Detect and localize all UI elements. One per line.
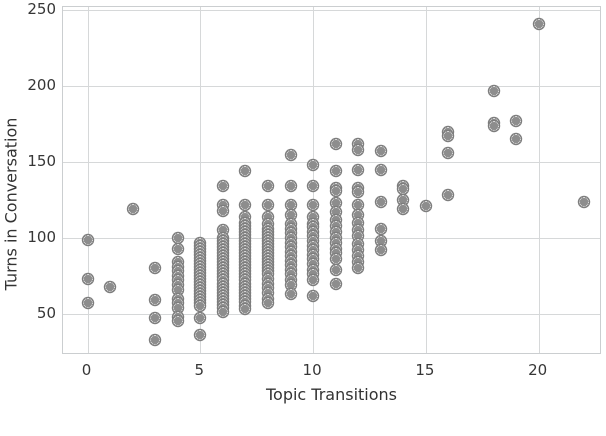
- gridline-x-10: [313, 7, 315, 353]
- data-point: [330, 166, 341, 177]
- gridline-x-0: [87, 7, 89, 353]
- data-point: [150, 334, 161, 345]
- gridline-y-50: [63, 313, 600, 315]
- data-point: [330, 254, 341, 265]
- data-point: [375, 146, 386, 157]
- data-point: [82, 234, 93, 245]
- data-point: [308, 181, 319, 192]
- data-point: [375, 164, 386, 175]
- data-point: [150, 295, 161, 306]
- gridline-y-200: [63, 86, 600, 88]
- data-point: [285, 289, 296, 300]
- plot-area: [62, 6, 601, 354]
- data-point: [330, 278, 341, 289]
- data-point: [443, 147, 454, 158]
- y-tick-label-50: 50: [36, 303, 56, 322]
- y-tick-label-100: 100: [27, 227, 56, 246]
- data-point: [217, 181, 228, 192]
- y-tick-label-250: 250: [27, 0, 56, 19]
- data-point: [330, 138, 341, 149]
- data-point: [263, 298, 273, 309]
- data-point: [488, 120, 499, 131]
- y-tick-label-200: 200: [27, 76, 56, 95]
- gridline-x-20: [538, 7, 540, 353]
- data-point: [353, 199, 364, 210]
- data-point: [195, 313, 206, 324]
- data-point: [150, 263, 161, 274]
- data-point: [578, 196, 589, 207]
- data-point: [375, 245, 386, 256]
- data-point: [127, 204, 138, 215]
- data-point: [285, 199, 296, 210]
- data-point: [398, 184, 409, 195]
- data-point: [105, 281, 116, 292]
- y-axis-title: Turns in Conversation: [1, 117, 21, 291]
- data-point: [533, 18, 544, 29]
- y-tick-label-150: 150: [27, 152, 56, 171]
- data-point: [511, 134, 522, 145]
- x-axis-title: Topic Transitions: [265, 385, 398, 404]
- gridline-x-5: [200, 7, 202, 353]
- data-point: [308, 199, 319, 210]
- data-point: [308, 275, 319, 286]
- data-point: [285, 181, 296, 192]
- data-point: [195, 301, 206, 312]
- data-point: [172, 232, 183, 243]
- data-point: [353, 187, 364, 198]
- data-point: [195, 330, 206, 341]
- gridline-x-15: [425, 7, 427, 353]
- data-point: [330, 264, 341, 275]
- x-tick-label-15: 15: [415, 361, 435, 379]
- data-point: [263, 199, 273, 210]
- data-point: [353, 263, 364, 274]
- data-point: [488, 85, 499, 96]
- data-point: [82, 298, 93, 309]
- data-point: [420, 201, 431, 212]
- data-point: [217, 307, 228, 318]
- x-tick-label-5: 5: [194, 361, 205, 379]
- data-point: [375, 196, 386, 207]
- data-point: [443, 131, 454, 142]
- data-point: [443, 190, 454, 201]
- x-tick-label-10: 10: [302, 361, 322, 379]
- x-tick-label-0: 0: [81, 361, 92, 379]
- data-point: [330, 185, 341, 196]
- data-point: [240, 166, 251, 177]
- data-point: [398, 204, 409, 215]
- data-point: [285, 149, 296, 160]
- data-point: [240, 304, 251, 315]
- data-point: [172, 316, 183, 327]
- data-point: [353, 164, 364, 175]
- data-point: [308, 160, 319, 171]
- data-point: [308, 290, 319, 301]
- data-point: [375, 223, 386, 234]
- data-point: [240, 199, 251, 210]
- data-point: [263, 181, 273, 192]
- gridline-y-150: [63, 162, 600, 164]
- data-point: [353, 144, 364, 155]
- data-point: [217, 205, 228, 216]
- data-point: [82, 273, 93, 284]
- data-point: [150, 313, 161, 324]
- gridline-y-250: [63, 10, 600, 12]
- data-point: [511, 116, 522, 127]
- data-point: [172, 243, 183, 254]
- x-tick-label-20: 20: [528, 361, 548, 379]
